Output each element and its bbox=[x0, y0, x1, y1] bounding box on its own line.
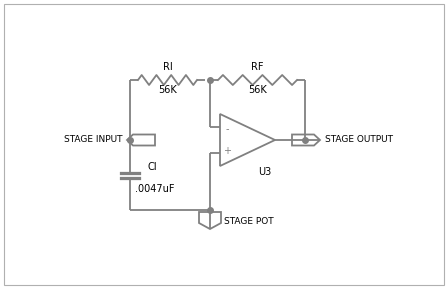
Text: 56K: 56K bbox=[158, 85, 177, 95]
Text: RI: RI bbox=[163, 62, 172, 72]
Text: -: - bbox=[225, 124, 229, 134]
Text: CI: CI bbox=[148, 162, 158, 172]
Text: STAGE INPUT: STAGE INPUT bbox=[64, 136, 122, 144]
Text: +: + bbox=[223, 146, 231, 156]
Text: .0047uF: .0047uF bbox=[135, 184, 175, 194]
Text: 56K: 56K bbox=[248, 85, 267, 95]
Text: STAGE OUTPUT: STAGE OUTPUT bbox=[325, 136, 393, 144]
Text: RF: RF bbox=[251, 62, 264, 72]
Text: U3: U3 bbox=[258, 167, 271, 177]
Text: STAGE POT: STAGE POT bbox=[224, 216, 274, 225]
